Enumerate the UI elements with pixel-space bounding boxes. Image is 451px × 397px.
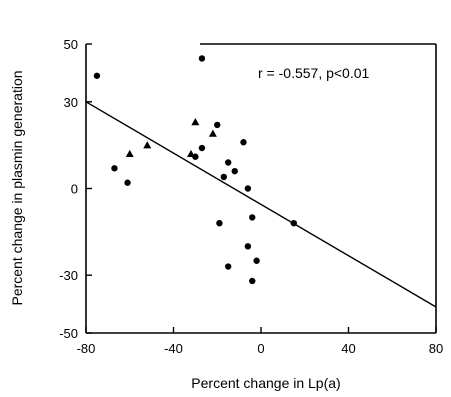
x-axis-label: Percent change in Lp(a)	[191, 375, 340, 391]
data-point-circle	[198, 144, 206, 152]
data-point-circle	[216, 219, 223, 227]
x-tick-label: -40	[164, 341, 183, 356]
data-point-circle	[93, 72, 101, 79]
data-point-circle	[224, 263, 232, 270]
x-tick-label: -80	[77, 341, 96, 356]
data-point-circle	[214, 121, 221, 129]
data-point-triangle	[208, 129, 217, 137]
data-point-circle	[240, 139, 247, 146]
regression	[85, 101, 437, 308]
y-tick-label: 30	[64, 95, 78, 110]
data-point-circle	[198, 55, 206, 62]
data-point-circle	[244, 185, 252, 192]
data-point-triangle	[187, 149, 195, 158]
y-tick-label: -30	[59, 268, 78, 283]
data-point-triangle	[143, 141, 152, 149]
data-point-circle	[253, 257, 260, 264]
data-point-circle	[290, 219, 298, 227]
data-points	[93, 55, 298, 285]
y-tick-label: -50	[59, 326, 78, 341]
data-point-circle	[249, 277, 256, 285]
data-point-circle	[224, 159, 232, 166]
data-point-circle	[231, 167, 238, 175]
data-point-circle	[249, 214, 256, 221]
x-tick-label: 40	[341, 341, 355, 356]
regression-line	[85, 101, 437, 308]
ticks: -80 -40 0 40 80 50 30 0 -30 -50	[59, 37, 443, 356]
x-tick-label: 0	[257, 341, 264, 356]
y-tick-label: 50	[64, 37, 78, 52]
data-point-triangle	[125, 149, 134, 158]
data-point-circle	[111, 165, 118, 172]
data-point-triangle	[191, 118, 200, 126]
y-tick-label: 0	[71, 182, 78, 197]
y-axis-label: Percent change in plasmin generation	[9, 70, 25, 305]
data-point-circle	[220, 173, 228, 181]
data-point-circle	[124, 179, 131, 186]
axes	[85, 43, 437, 334]
correlation-annotation: r = -0.557, p<0.01	[258, 65, 370, 81]
x-tick-label: 80	[429, 341, 443, 356]
data-point-circle	[244, 243, 252, 250]
